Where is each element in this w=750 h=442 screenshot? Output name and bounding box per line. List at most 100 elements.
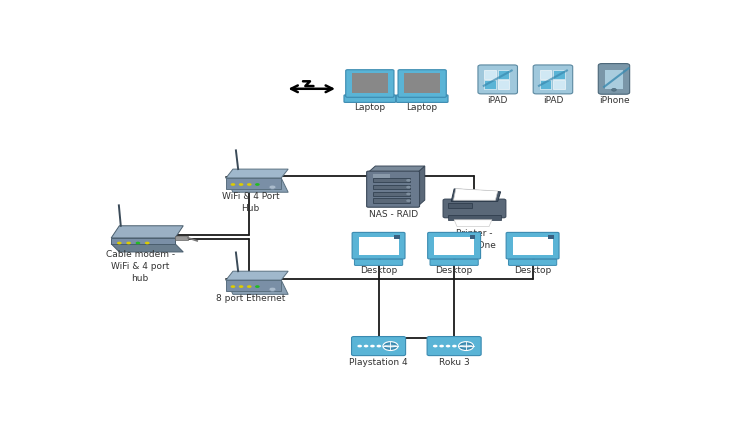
Bar [175,236,188,240]
Bar [352,73,388,93]
Circle shape [238,285,244,288]
Polygon shape [368,166,424,172]
FancyBboxPatch shape [352,232,405,259]
Bar [498,80,509,89]
Bar [448,215,501,220]
Bar [373,185,410,189]
Text: Laptop: Laptop [354,103,386,112]
Polygon shape [111,244,183,252]
Bar [605,70,622,89]
Polygon shape [454,189,498,200]
Polygon shape [226,280,281,291]
Bar [553,70,565,79]
Bar [539,80,551,89]
Circle shape [440,345,444,347]
Bar [539,70,551,79]
FancyBboxPatch shape [398,70,446,97]
Bar [373,174,391,178]
FancyBboxPatch shape [344,95,396,103]
Bar [484,70,496,79]
FancyBboxPatch shape [367,171,419,207]
Bar [484,80,496,89]
Text: Desktop: Desktop [436,266,472,275]
Polygon shape [418,166,424,206]
Bar [548,236,554,239]
Circle shape [364,345,368,347]
Circle shape [612,88,616,91]
Circle shape [238,183,244,186]
Bar [358,237,398,255]
Bar [373,178,410,183]
Polygon shape [226,271,288,280]
Bar [553,80,565,89]
Text: iPAD: iPAD [543,96,563,105]
FancyBboxPatch shape [427,336,482,356]
Bar [373,191,410,196]
Circle shape [357,345,362,347]
Circle shape [458,342,473,351]
Circle shape [406,186,411,188]
Circle shape [370,345,375,347]
Text: Laptop: Laptop [406,103,438,112]
Circle shape [452,345,457,347]
Circle shape [376,345,381,347]
FancyBboxPatch shape [396,95,448,103]
Circle shape [383,345,388,347]
FancyBboxPatch shape [427,232,481,259]
Circle shape [383,342,398,351]
Polygon shape [226,169,288,178]
Circle shape [247,285,251,288]
Circle shape [126,242,131,244]
Text: 8 port Ethernet: 8 port Ethernet [216,294,285,303]
Circle shape [406,199,411,202]
Text: NAS - RAID: NAS - RAID [368,210,418,219]
FancyBboxPatch shape [506,232,559,259]
Polygon shape [226,178,281,189]
Circle shape [269,287,276,291]
Text: Desktop: Desktop [514,266,551,275]
Text: Playstation 4: Playstation 4 [350,358,408,367]
Circle shape [255,183,260,186]
Bar [404,73,440,93]
Circle shape [255,285,260,288]
FancyBboxPatch shape [355,259,403,265]
Circle shape [145,242,149,244]
Text: iPhone: iPhone [598,96,629,105]
Text: iPAD: iPAD [488,96,508,105]
Bar [448,202,472,208]
Polygon shape [226,280,288,294]
Circle shape [247,183,251,186]
FancyBboxPatch shape [443,199,506,218]
Bar [394,236,400,239]
FancyBboxPatch shape [509,259,556,265]
Bar [498,70,509,79]
Circle shape [406,179,411,182]
Text: Cable modem -
WiFi & 4 port
hub: Cable modem - WiFi & 4 port hub [106,251,175,283]
Polygon shape [454,220,492,227]
Bar [512,237,553,255]
Circle shape [406,193,411,195]
FancyBboxPatch shape [478,65,518,94]
Bar [470,236,476,239]
Circle shape [433,345,437,347]
Bar [434,237,474,255]
Circle shape [117,242,122,244]
Circle shape [136,242,140,244]
FancyBboxPatch shape [533,65,573,94]
Circle shape [446,345,450,347]
FancyBboxPatch shape [346,70,394,97]
Text: Roku 3: Roku 3 [439,358,470,367]
Polygon shape [226,178,288,192]
Bar [373,198,410,203]
FancyBboxPatch shape [598,64,630,94]
FancyBboxPatch shape [430,259,478,265]
Circle shape [231,183,236,186]
Polygon shape [111,238,175,244]
FancyBboxPatch shape [352,336,406,356]
Circle shape [458,345,464,347]
Polygon shape [452,189,501,202]
Text: WiFi & 4 Port
Hub: WiFi & 4 Port Hub [222,192,280,213]
Polygon shape [111,226,183,238]
Text: Printer -
All-in-One: Printer - All-in-One [452,229,497,250]
Circle shape [269,185,276,189]
